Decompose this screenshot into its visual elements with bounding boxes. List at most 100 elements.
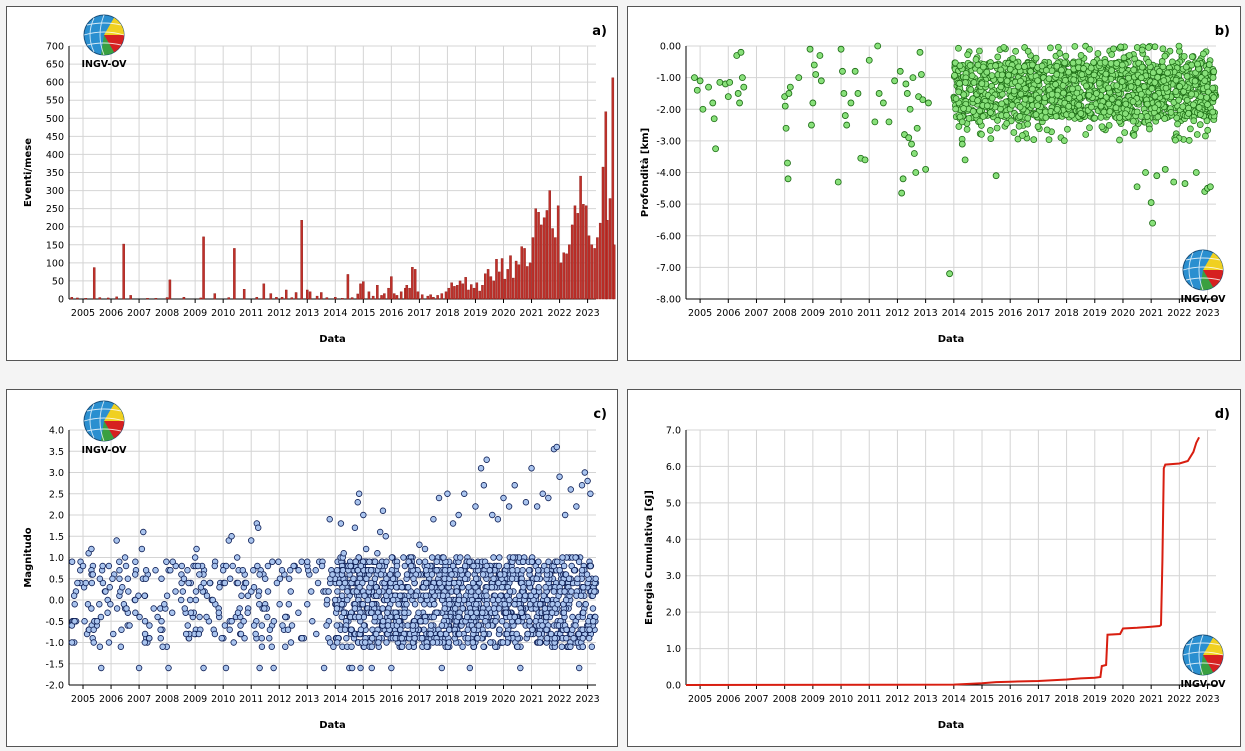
magnitude-point [455,630,463,638]
magnitude-point [396,592,404,599]
depth-point [1147,199,1155,206]
magnitude-point [309,618,316,625]
magnitude-point [490,605,498,612]
magnitude-point [543,626,550,633]
magnitude-point [158,575,165,582]
y-tick-label: -8.00 [656,295,681,306]
magnitude-point [169,558,176,565]
depth-point [909,74,917,82]
bar [411,266,414,300]
magnitude-point [398,643,406,650]
depth-point [1201,69,1209,77]
magnitude-point [502,609,510,616]
depth-point [896,67,904,75]
magnitude-point [578,567,586,574]
x-tick-label: 2013 [914,694,938,705]
depth-point [1010,87,1018,95]
magnitude-point [533,503,541,510]
magnitude-point [348,664,356,672]
depth-point [1082,82,1090,90]
magnitude-point [341,626,349,633]
magnitude-point [237,630,245,638]
magnitude-point [561,588,568,595]
depth-point [1030,136,1038,143]
depth-point [1012,47,1019,55]
depth-point [1182,63,1190,71]
magnitude-point [545,494,552,502]
x-tick-label: 2011 [857,308,881,319]
bar [284,289,288,300]
depth-point [1017,77,1024,85]
magnitude-point [368,643,376,650]
bar [106,297,110,300]
x-tick-label: 2015 [351,694,375,705]
depth-point [879,99,887,107]
magnitude-point [268,643,275,650]
depth-point [1137,74,1145,82]
magnitude-point [185,579,192,587]
bar [512,277,515,300]
x-tick-label: 2013 [914,308,938,319]
magnitude-point [540,592,547,599]
depth-point [1172,136,1179,144]
bar [528,262,532,300]
magnitude-point [192,596,200,604]
depth-point [969,108,977,115]
magnitude-point [354,567,362,574]
magnitude-point [88,605,95,612]
magnitude-point [140,528,147,536]
magnitude-point [68,558,76,565]
depth-point [1203,117,1211,125]
magnitude-point [369,635,376,642]
magnitude-point [543,596,551,604]
magnitude-point [438,664,446,672]
logo-text: INGV-OV [1180,294,1226,305]
depth-point [726,78,734,86]
magnitude-point [459,605,466,612]
magnitude-point [421,545,429,553]
depth-point [1058,66,1065,74]
magnitude-point [132,609,139,616]
depth-point [1061,59,1069,67]
magnitude-point [560,609,568,616]
magnitude-point [298,558,305,565]
bar [472,287,476,300]
magnitude-point [384,609,391,616]
y-tick-label: 0.00 [660,42,681,53]
x-tick-label: 2008 [155,694,179,705]
magnitude-point [410,575,417,582]
magnitude-point [313,630,320,638]
bar [122,243,125,300]
bar [576,213,580,300]
magnitude-point [159,643,166,650]
magnitude-point [200,579,207,587]
magnitude-point [554,558,561,565]
magnitude-point [490,575,497,582]
magnitude-point [379,507,387,514]
magnitude-point [216,584,223,591]
magnitude-point [464,635,472,642]
series-marks [68,443,600,672]
magnitude-point [511,613,518,621]
magnitude-point [256,601,263,608]
magnitude-point [475,622,482,629]
magnitude-point [433,567,440,574]
magnitude-point [446,601,453,608]
depth-point [994,116,1001,124]
y-tick-label: 500 [46,114,64,125]
bar [601,166,605,300]
magnitude-point [567,643,574,650]
bar [486,269,490,300]
magnitude-point [562,571,570,578]
bar [559,262,563,300]
bar [380,295,383,300]
magnitude-point [429,639,437,646]
magnitude-point [589,605,597,612]
globe-segment [1200,270,1213,291]
magnitude-point [379,618,387,625]
magnitude-point [518,609,525,616]
magnitude-point [206,579,214,587]
magnitude-point [457,554,464,561]
magnitude-point [376,528,384,536]
magnitude-point [154,613,161,621]
